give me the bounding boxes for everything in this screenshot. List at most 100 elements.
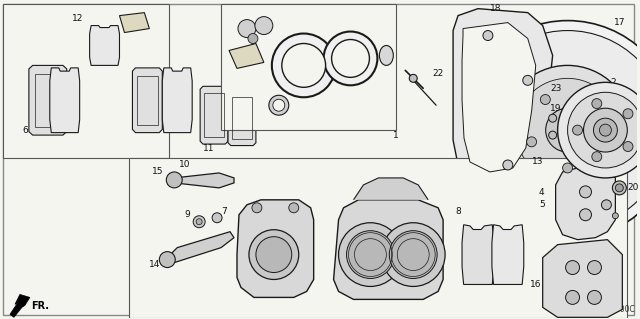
Text: 21: 21	[626, 141, 637, 150]
Polygon shape	[3, 4, 169, 158]
Polygon shape	[462, 225, 494, 285]
Circle shape	[527, 137, 536, 147]
Circle shape	[409, 74, 417, 82]
Circle shape	[548, 114, 557, 122]
Circle shape	[272, 33, 335, 97]
Circle shape	[592, 152, 602, 162]
Circle shape	[612, 213, 618, 219]
Polygon shape	[129, 158, 627, 318]
Circle shape	[616, 184, 623, 192]
Circle shape	[249, 230, 299, 279]
Circle shape	[523, 75, 532, 85]
Text: 19: 19	[550, 104, 561, 113]
Text: 8: 8	[455, 207, 461, 216]
Text: 6: 6	[22, 126, 28, 135]
Circle shape	[563, 163, 573, 173]
Polygon shape	[237, 200, 314, 297]
Circle shape	[389, 231, 437, 278]
Circle shape	[381, 223, 445, 286]
Polygon shape	[492, 225, 524, 285]
Circle shape	[332, 40, 369, 77]
Text: 7: 7	[221, 207, 227, 216]
Polygon shape	[90, 26, 120, 65]
Circle shape	[212, 213, 222, 223]
Circle shape	[600, 124, 611, 136]
Text: 3: 3	[591, 210, 596, 219]
Circle shape	[516, 78, 620, 182]
Polygon shape	[29, 65, 67, 135]
Circle shape	[166, 172, 182, 188]
Text: 14: 14	[148, 260, 160, 269]
Polygon shape	[229, 43, 264, 68]
Circle shape	[458, 21, 640, 240]
Text: 18: 18	[490, 4, 502, 13]
Text: 1: 1	[394, 130, 399, 140]
Text: FR.: FR.	[31, 301, 49, 311]
Text: 13: 13	[532, 158, 543, 167]
Text: 17: 17	[614, 18, 625, 27]
Polygon shape	[167, 232, 234, 263]
Polygon shape	[132, 68, 163, 133]
Polygon shape	[462, 23, 536, 172]
Circle shape	[255, 17, 273, 34]
Circle shape	[282, 43, 326, 87]
Circle shape	[252, 203, 262, 213]
Circle shape	[612, 181, 627, 195]
Circle shape	[588, 290, 602, 304]
Ellipse shape	[380, 46, 394, 65]
Polygon shape	[556, 165, 616, 240]
Circle shape	[159, 252, 175, 268]
Polygon shape	[10, 294, 30, 317]
Circle shape	[468, 31, 640, 230]
Circle shape	[585, 94, 595, 105]
Text: 15: 15	[152, 167, 163, 176]
Polygon shape	[543, 240, 622, 317]
Circle shape	[483, 31, 493, 41]
Polygon shape	[174, 173, 234, 188]
Text: 11: 11	[204, 144, 215, 152]
Circle shape	[269, 95, 289, 115]
Circle shape	[623, 142, 633, 152]
Circle shape	[238, 19, 256, 38]
Circle shape	[592, 99, 602, 108]
Text: 9: 9	[184, 210, 190, 219]
Circle shape	[339, 223, 403, 286]
Circle shape	[273, 99, 285, 111]
Polygon shape	[453, 9, 553, 188]
Circle shape	[580, 186, 591, 198]
Polygon shape	[221, 4, 396, 130]
Circle shape	[503, 65, 632, 195]
Text: 4: 4	[539, 188, 545, 197]
Circle shape	[602, 200, 611, 210]
Text: 2: 2	[611, 78, 616, 87]
Polygon shape	[120, 13, 149, 33]
Text: 23: 23	[550, 84, 561, 93]
Text: 22: 22	[433, 69, 444, 78]
Circle shape	[324, 32, 378, 85]
Circle shape	[566, 261, 580, 275]
Circle shape	[196, 219, 202, 225]
Circle shape	[557, 82, 640, 178]
Circle shape	[346, 231, 394, 278]
Circle shape	[256, 237, 292, 272]
Circle shape	[584, 108, 627, 152]
Circle shape	[566, 290, 580, 304]
Circle shape	[548, 131, 557, 139]
Circle shape	[289, 203, 299, 213]
Circle shape	[568, 92, 640, 168]
Text: 5: 5	[539, 200, 545, 209]
FancyBboxPatch shape	[3, 4, 634, 315]
Circle shape	[598, 137, 609, 147]
Polygon shape	[228, 91, 256, 145]
Polygon shape	[353, 178, 428, 200]
Polygon shape	[333, 200, 443, 300]
Circle shape	[593, 118, 618, 142]
Circle shape	[580, 209, 591, 221]
Circle shape	[588, 261, 602, 275]
Circle shape	[540, 94, 550, 105]
Text: 20: 20	[628, 183, 639, 192]
Text: 16: 16	[530, 280, 541, 289]
Text: 10: 10	[179, 160, 190, 169]
Polygon shape	[50, 68, 79, 133]
Circle shape	[623, 109, 633, 119]
